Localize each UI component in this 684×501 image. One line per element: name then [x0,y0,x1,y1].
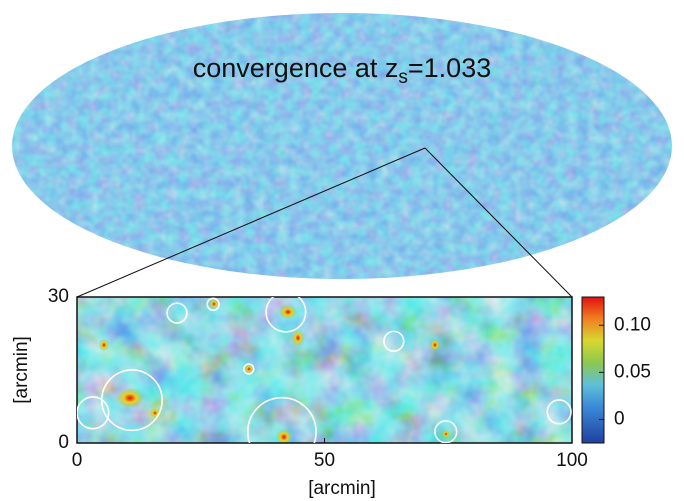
x-axis-label: [arcmin] [308,478,376,499]
colorbar-tick-label: 0 [614,408,625,429]
figure: convergence at zs=1.033 [arcmin] [arcmin… [0,0,684,501]
colorbar-tick-label: 0.05 [614,361,651,382]
x-tick-label: 0 [72,450,83,471]
x-tick-label: 100 [556,450,588,471]
x-tick-label: 50 [314,450,335,471]
y-axis-label: [arcmin] [11,336,32,404]
y-tick-label: 0 [58,432,69,453]
y-tick-label: 30 [48,286,69,307]
colorbar-tick-label: 0.10 [614,314,651,335]
colorbar [582,297,604,443]
chart-title: convergence at zs=1.033 [193,53,491,88]
